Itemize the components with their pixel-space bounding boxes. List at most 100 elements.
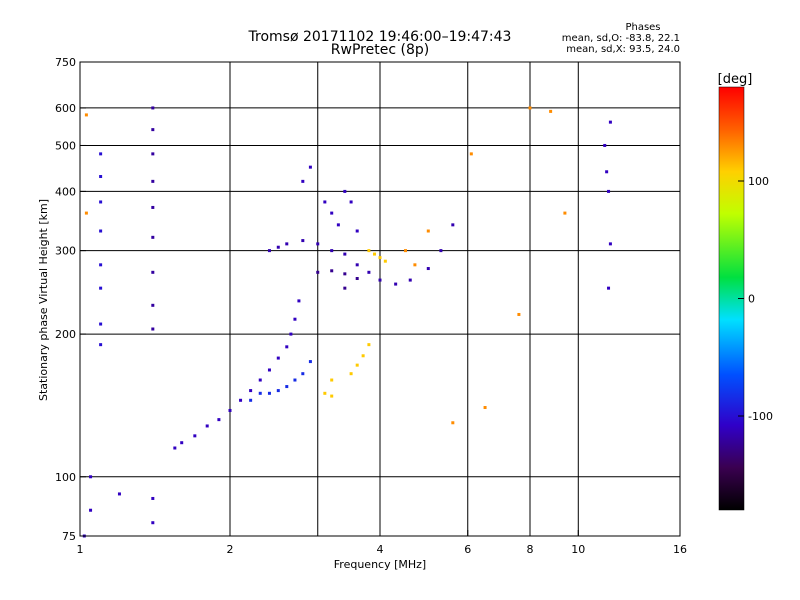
data-point <box>367 343 371 347</box>
data-point <box>151 235 155 239</box>
data-point <box>276 356 280 360</box>
phase-info-o: mean, sd,O: -83.8, 22.1 <box>562 33 680 44</box>
y-tick-label: 100 <box>55 471 76 484</box>
data-point <box>301 239 305 243</box>
colorbar-tick-label: -100 <box>748 410 773 423</box>
y-tick-label: 75 <box>62 530 76 543</box>
data-point <box>84 211 88 215</box>
data-point <box>301 372 305 376</box>
data-point <box>285 385 289 389</box>
data-points <box>82 106 612 538</box>
data-point <box>151 327 155 331</box>
data-point <box>151 179 155 183</box>
x-tick-label: 16 <box>673 543 687 556</box>
x-tick-label: 4 <box>377 543 384 556</box>
data-point <box>355 277 359 281</box>
data-point <box>193 434 197 438</box>
data-point <box>367 249 371 253</box>
data-point <box>563 211 567 215</box>
data-point <box>608 242 612 246</box>
data-point <box>258 378 262 382</box>
data-point <box>426 267 430 271</box>
data-point <box>297 299 301 303</box>
data-point <box>293 378 297 382</box>
y-axis-ticks: 75 100 200 300 400 500 600 750 <box>55 56 86 543</box>
data-point <box>151 521 155 525</box>
data-point <box>323 200 327 204</box>
data-point <box>89 508 93 512</box>
data-point <box>383 259 387 263</box>
data-point <box>483 406 487 410</box>
data-point <box>151 303 155 307</box>
x-tick-label: 10 <box>571 543 585 556</box>
data-point <box>330 211 334 215</box>
colorbar-tick-label: 100 <box>748 175 769 188</box>
data-point <box>343 272 347 276</box>
x-tick-label: 8 <box>527 543 534 556</box>
data-point <box>99 343 103 347</box>
data-point <box>99 286 103 290</box>
data-point <box>249 389 253 393</box>
data-point <box>367 270 371 274</box>
data-point <box>413 263 417 267</box>
colorbar-tick-label: 0 <box>748 293 755 306</box>
data-point <box>330 378 334 382</box>
data-point <box>99 322 103 326</box>
data-point <box>316 242 320 246</box>
data-point <box>355 229 359 233</box>
data-point <box>301 179 305 183</box>
data-point <box>605 170 609 174</box>
data-point <box>151 106 155 110</box>
data-point <box>151 496 155 500</box>
data-point <box>336 223 340 227</box>
y-tick-label: 500 <box>55 139 76 152</box>
data-point <box>528 106 532 110</box>
data-point <box>355 363 359 367</box>
data-point <box>267 368 271 372</box>
data-point <box>276 245 280 249</box>
data-point <box>323 391 327 395</box>
data-point <box>308 360 312 364</box>
data-point <box>258 391 262 395</box>
data-point <box>285 345 289 349</box>
y-axis-label: Stationary phase Virtual Height [km] <box>37 199 50 401</box>
y-tick-label: 300 <box>55 245 76 258</box>
x-tick-label: 2 <box>227 543 234 556</box>
data-point <box>99 200 103 204</box>
data-point <box>267 391 271 395</box>
data-point <box>549 109 553 113</box>
data-point <box>408 278 412 282</box>
data-point <box>330 249 334 253</box>
data-point <box>89 475 93 479</box>
x-tick-label: 6 <box>464 543 471 556</box>
y-tick-label: 600 <box>55 102 76 115</box>
data-point <box>151 205 155 209</box>
data-point <box>267 249 271 253</box>
data-point <box>289 332 293 336</box>
data-point <box>349 372 353 376</box>
data-point <box>239 398 243 402</box>
data-point <box>217 418 221 422</box>
data-point <box>517 312 521 316</box>
colorbar-ticks: 100 0 -100 <box>738 175 773 423</box>
data-point <box>330 269 334 273</box>
data-point <box>378 278 382 282</box>
data-point <box>151 152 155 156</box>
y-tick-label: 400 <box>55 185 76 198</box>
data-point <box>84 113 88 117</box>
data-point <box>469 152 473 156</box>
y-tick-label: 200 <box>55 328 76 341</box>
data-point <box>276 389 280 393</box>
data-point <box>451 421 455 425</box>
chart-title: Tromsø 20171102 19:46:00–19:47:43 <box>248 29 512 45</box>
data-point <box>308 165 312 169</box>
data-point <box>343 252 347 256</box>
x-tick-label: 1 <box>77 543 84 556</box>
data-point <box>99 263 103 267</box>
data-point <box>99 229 103 233</box>
data-point <box>99 175 103 179</box>
data-point <box>607 286 611 290</box>
data-point <box>355 263 359 267</box>
y-tick-label: 750 <box>55 56 76 69</box>
